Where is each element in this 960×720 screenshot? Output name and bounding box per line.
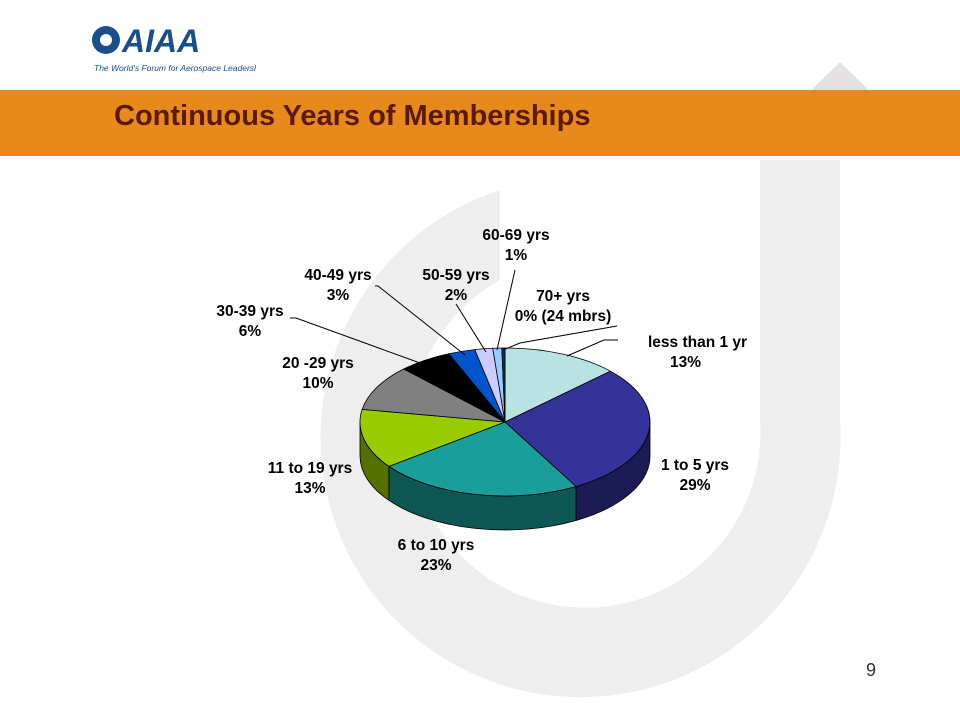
leader-line — [290, 317, 421, 364]
leader-line — [496, 269, 516, 351]
slice-category-label: 1 to 5 yrs — [661, 457, 729, 474]
slice-value-label: 29% — [679, 477, 710, 494]
pie-slice-less-than-1-yr — [504, 347, 612, 423]
title-banner — [0, 90, 960, 156]
slice-value-label: 13% — [294, 480, 325, 497]
leader-line — [502, 325, 618, 351]
logo-wordmark: AIAA — [121, 23, 200, 59]
slice-value-label: 1% — [505, 247, 528, 264]
slice-value-label: 6% — [239, 323, 262, 340]
slice-category-label: 50-59 yrs — [422, 267, 489, 284]
pie-slice-11-to-19-yrs — [359, 408, 506, 467]
page-number: 9 — [866, 660, 877, 680]
slide-title: Continuous Years of Memberships — [114, 100, 591, 132]
slice-category-label: 40-49 yrs — [304, 267, 371, 284]
pie-slice-70-yrs — [501, 347, 506, 423]
slice-category-label: 60-69 yrs — [482, 227, 549, 244]
slice-category-label: 11 to 19 yrs — [268, 460, 352, 477]
pie-slice-6-to-10-yrs — [388, 421, 577, 497]
leader-line — [375, 285, 466, 356]
slice-category-label: 30-39 yrs — [216, 303, 283, 320]
slice-value-label: 13% — [670, 354, 701, 371]
aiaa-logo: AIAA The World's Forum for Aerospace Lea… — [92, 23, 256, 73]
logo-tagline: The World's Forum for Aerospace Leadersh… — [94, 63, 256, 73]
slice-value-label: 3% — [327, 287, 350, 304]
slice-value-label: 10% — [302, 375, 333, 392]
leader-line — [455, 303, 487, 353]
pie-slice-20-29-yrs — [361, 368, 506, 423]
slice-category-label: 20 -29 yrs — [282, 355, 354, 372]
leader-line — [566, 339, 618, 357]
slice-category-label: less than 1 yr — [648, 334, 747, 351]
slice-category-label: 6 to 10 yrs — [398, 537, 475, 554]
slice-category-label: 70+ yrs — [536, 288, 590, 305]
slice-value-label: 2% — [445, 287, 468, 304]
slice-value-label: 23% — [420, 557, 451, 574]
slice-value-label: 0% (24 mbrs) — [515, 308, 611, 325]
pie-slice-1-to-5-yrs — [504, 370, 651, 487]
